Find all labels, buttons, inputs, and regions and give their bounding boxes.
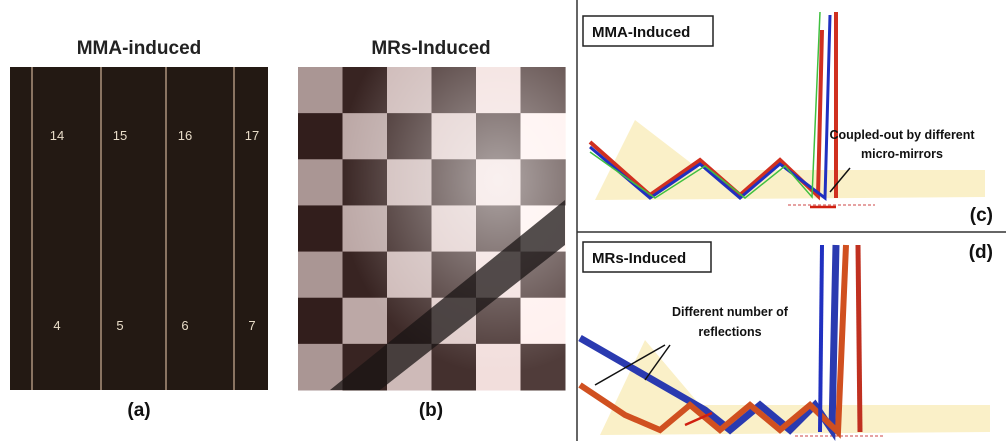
panel-label: (d) [969, 242, 993, 263]
panel-title: MMA-induced [77, 38, 202, 59]
annotation: Different number of [672, 305, 789, 319]
figure: MMA-induced 14 15 16 17 4 5 6 7 (a) MRs-Induced… [0, 0, 1006, 441]
page: {"panels":[ {"title":"MMA-induced","labe… [0, 0, 1006, 441]
panel-label: (b) [419, 400, 443, 421]
ray [820, 245, 822, 432]
photo-number: 16 [178, 128, 192, 143]
photo-number: 6 [181, 318, 188, 333]
photo-number: 15 [113, 128, 127, 143]
photo [10, 67, 268, 390]
panel-title: MRs-Induced [371, 38, 490, 59]
panel-label: (c) [970, 205, 993, 226]
ray [858, 245, 860, 432]
annotation: Coupled-out by different [829, 128, 975, 142]
panel-label: (a) [127, 400, 150, 421]
photo-number: 5 [116, 318, 123, 333]
photo-number: 17 [245, 128, 259, 143]
annotation: reflections [698, 325, 761, 339]
photo-number: 7 [248, 318, 255, 333]
photo-number: 4 [53, 318, 60, 333]
panel-title: MRs-Induced [592, 250, 686, 267]
annotation: micro-mirrors [861, 147, 943, 161]
panel-title: MMA-Induced [592, 24, 690, 41]
photo-number: 14 [50, 128, 64, 143]
